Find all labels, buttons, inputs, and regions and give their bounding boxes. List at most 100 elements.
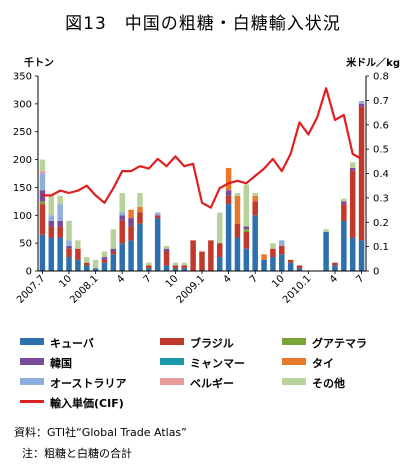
bar-segment [341, 201, 347, 205]
x-tick-label: 4 [221, 273, 233, 285]
bar-segment [119, 212, 125, 216]
legend-label: オーストラリア [50, 377, 127, 390]
bar-segment [48, 215, 55, 221]
bar-segment [128, 218, 134, 227]
bar-segment [137, 212, 143, 224]
bar-segment [332, 265, 338, 271]
bar-segment [101, 259, 108, 263]
legend-swatch [282, 378, 306, 385]
right-axis-label: 米ドル／kg [346, 56, 400, 69]
bar-segment [216, 212, 223, 244]
bar-segment [252, 215, 258, 271]
bar-segment [146, 265, 152, 269]
bar-segment [92, 259, 99, 269]
bar-segment [172, 265, 179, 269]
legend-label: タイ [312, 357, 334, 370]
bar-segment [101, 262, 108, 271]
bar-segment [48, 226, 55, 238]
bar-segment [270, 248, 276, 258]
bar-segment [270, 243, 276, 249]
bar-segment [57, 226, 63, 238]
bar-segment [323, 232, 329, 271]
bar-segment [66, 245, 72, 249]
bar-segment [287, 259, 294, 263]
bar-segment [341, 198, 347, 202]
bar-segment [181, 265, 188, 269]
bar-segment [75, 259, 81, 271]
left-tick-label: 50 [19, 239, 32, 250]
legend-swatch [282, 338, 306, 345]
bar-segment [163, 245, 170, 249]
bar-segment [172, 262, 179, 266]
bar-segment [84, 265, 90, 271]
bar-segment [216, 243, 223, 258]
bar-segment [216, 257, 223, 271]
bar-segment [252, 201, 258, 216]
legend-swatch [20, 378, 44, 385]
bar-segment [137, 206, 143, 213]
left-tick-label: 150 [13, 183, 32, 194]
bar-segment [243, 232, 250, 249]
import-chart: 千トン 米ドル／kg 0 50 100 150 200 250 300 350 0 0.1 0.2 0.3… [13, 56, 400, 306]
bar-segment [261, 259, 267, 271]
bar-segment [66, 257, 72, 271]
bar-segment [92, 268, 99, 271]
bar-segment [48, 237, 55, 271]
bar-segment [137, 193, 143, 207]
bar-segment [48, 220, 55, 227]
bar-segment [146, 262, 152, 266]
left-axis-label: 千トン [24, 56, 54, 69]
bar-segment [225, 195, 232, 205]
bar-segment [154, 218, 161, 271]
bar-segment [358, 106, 365, 241]
bar-segment [84, 262, 90, 266]
bar-segment [296, 268, 303, 271]
right-tick-label: 0.3 [373, 193, 389, 204]
x-tick-label: 4 [115, 273, 127, 285]
bar-segment [190, 240, 196, 271]
bar-segment [279, 245, 285, 255]
legend-label: ミャンマー [190, 357, 245, 370]
bar-segment [57, 204, 63, 221]
bar-segment [128, 209, 134, 219]
bar-segment [181, 262, 188, 266]
bar-segment [181, 268, 188, 271]
bar-segment [349, 170, 356, 238]
bar-segment [128, 240, 134, 271]
bar-segment [225, 190, 232, 196]
right-tick-label: 0.4 [373, 169, 389, 180]
right-tick-label: 0.5 [373, 145, 389, 156]
footnote: 注：粗糖と白糖の合計 [22, 447, 132, 460]
bar-segment [163, 265, 170, 271]
bar-segment [128, 226, 134, 241]
x-tick-label: 10 [164, 273, 181, 290]
bar-segment [296, 265, 303, 269]
bar-segment [39, 204, 46, 235]
legend-label: キューバ [50, 337, 94, 350]
right-tick-label: 0.7 [373, 96, 389, 107]
bar-segment [349, 162, 356, 168]
bar-segment [57, 195, 63, 205]
bar-segment [119, 193, 125, 213]
bar-segment [57, 237, 63, 271]
bar-segment [48, 195, 55, 216]
legend-swatch [20, 338, 44, 345]
bar-segment [261, 254, 267, 260]
legend-label: 韓国 [50, 357, 72, 370]
bar-segment [225, 204, 232, 271]
legend-label: 輸入単価(CIF) [50, 397, 124, 410]
bar-segment [110, 251, 117, 255]
bar-segment [75, 240, 81, 249]
x-tick-label: 10 [57, 273, 74, 290]
right-tick-label: 0.1 [373, 242, 389, 253]
bar-segment [243, 184, 250, 227]
right-tick-label: 0.8 [373, 72, 389, 83]
bar-segment [358, 103, 365, 107]
legend-swatch [160, 358, 184, 365]
bar-segment [225, 167, 232, 191]
legend-label: グアテマラ [312, 337, 367, 350]
bar-segment [349, 167, 356, 171]
bar-segment [234, 237, 241, 271]
legend-label: ブラジル [190, 337, 234, 350]
legend-swatch [20, 358, 44, 365]
